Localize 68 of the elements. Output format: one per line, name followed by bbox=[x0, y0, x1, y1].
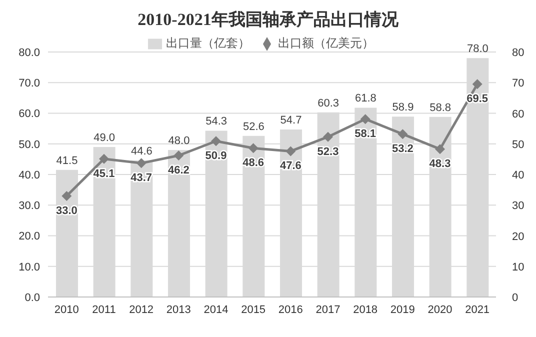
data-label: 52.3 bbox=[317, 146, 339, 158]
x-tick-label: 2012 bbox=[129, 304, 154, 316]
data-label: 48.3 bbox=[429, 158, 451, 170]
point bbox=[435, 144, 445, 154]
y2-tick-label: 60 bbox=[512, 108, 524, 120]
data-label: 58.8 bbox=[430, 102, 452, 114]
y2-tick-label: 10 bbox=[512, 261, 524, 274]
data-label: 58.1 bbox=[354, 128, 376, 140]
data-label: 61.8 bbox=[354, 92, 376, 105]
data-label: 44.6 bbox=[130, 145, 152, 158]
y-tick-label: 60.0 bbox=[18, 108, 40, 120]
data-label: 58.9 bbox=[392, 102, 414, 114]
data-label: 47.6 bbox=[280, 160, 302, 172]
y-tick-label: 50.0 bbox=[18, 138, 40, 151]
data-label: 54.3 bbox=[206, 116, 228, 128]
point bbox=[62, 190, 72, 201]
y-tick-label: 80.0 bbox=[18, 46, 40, 59]
x-tick-label: 2021 bbox=[465, 304, 490, 316]
y-tick-label: 10.0 bbox=[18, 261, 40, 274]
y-tick-label: 40.0 bbox=[18, 169, 40, 182]
data-label: 46.2 bbox=[168, 164, 190, 177]
data-label: 49.0 bbox=[94, 132, 116, 144]
y2-tick-label: 20 bbox=[512, 230, 524, 243]
point bbox=[248, 143, 258, 154]
y2-tick-label: 70 bbox=[512, 78, 524, 90]
data-label: 50.9 bbox=[205, 150, 227, 162]
point bbox=[360, 114, 370, 124]
x-tick-label: 2011 bbox=[92, 304, 116, 316]
data-label: 60.3 bbox=[318, 97, 340, 110]
y2-tick-label: 0 bbox=[512, 292, 518, 304]
data-label: 78.0 bbox=[466, 43, 488, 56]
data-label: 52.6 bbox=[242, 120, 264, 133]
data-label: 41.5 bbox=[56, 154, 78, 167]
point bbox=[174, 150, 184, 161]
point bbox=[99, 154, 109, 164]
y-tick-label: 70.0 bbox=[18, 78, 40, 90]
legend-label: 出口额（亿美元） bbox=[278, 36, 374, 50]
y2-tick-label: 40 bbox=[512, 170, 524, 182]
y2-tick-label: 50 bbox=[512, 138, 524, 151]
x-tick-label: 2015 bbox=[241, 304, 266, 316]
point bbox=[472, 79, 482, 90]
y-tick-label: 20.0 bbox=[18, 230, 40, 243]
y-tick-label: 0.0 bbox=[24, 292, 40, 304]
x-tick-label: 2014 bbox=[204, 304, 228, 316]
data-label: 45.1 bbox=[93, 168, 115, 180]
data-label: 53.2 bbox=[392, 143, 414, 156]
x-tick-label: 2016 bbox=[278, 304, 303, 316]
x-tick-label: 2020 bbox=[428, 304, 452, 316]
point bbox=[286, 146, 296, 156]
data-label: 48.6 bbox=[242, 157, 264, 170]
data-label: 33.0 bbox=[56, 204, 78, 217]
y2-tick-label: 80 bbox=[512, 47, 524, 59]
point bbox=[398, 129, 408, 140]
x-tick-label: 2017 bbox=[316, 304, 340, 316]
x-tick-label: 2019 bbox=[390, 304, 415, 316]
data-label: 48.0 bbox=[168, 135, 190, 147]
data-label: 43.7 bbox=[130, 172, 152, 184]
chart-title: 2010-2021年我国轴承产品出口情况 bbox=[136, 9, 400, 31]
y2-tick-label: 30 bbox=[512, 200, 524, 212]
data-label: 54.7 bbox=[280, 114, 302, 126]
x-tick-label: 2010 bbox=[54, 304, 79, 316]
legend-label: 出口量（亿套） bbox=[166, 36, 250, 50]
point bbox=[323, 132, 333, 142]
x-tick-label: 2013 bbox=[166, 304, 191, 316]
point bbox=[136, 158, 146, 168]
y-tick-label: 30.0 bbox=[18, 200, 40, 212]
x-tick-label: 2018 bbox=[353, 304, 378, 316]
point bbox=[211, 136, 221, 146]
